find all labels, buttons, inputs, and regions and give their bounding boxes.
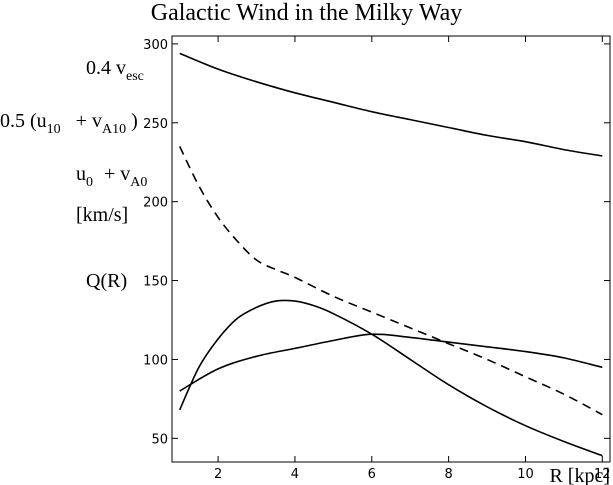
ylabel-unit: [km/s] <box>76 204 129 226</box>
ylabel-vesc: 0.4 vesc <box>86 57 144 84</box>
series-line-4 <box>179 333 603 392</box>
y-tick-label: 50 <box>151 432 168 447</box>
plot-frame <box>171 35 611 463</box>
series-line-2 <box>178 146 603 416</box>
ylabel-q: Q(R) <box>86 270 128 292</box>
x-tick-label: 6 <box>368 467 376 482</box>
y-tick-label: 200 <box>143 196 168 211</box>
y-tick-label: 300 <box>143 38 168 53</box>
y-tick-label: 250 <box>143 117 168 132</box>
series-group <box>178 52 603 457</box>
y-axis: 50 100 150 200 250 300 <box>143 38 610 447</box>
x-axis-label: R [kpc] <box>549 465 610 485</box>
chart-title: Galactic Wind in the Milky Way <box>150 0 463 26</box>
y-tick-label: 100 <box>143 353 168 368</box>
y-tick-label: 150 <box>143 275 168 290</box>
x-tick-label: 10 <box>517 467 534 482</box>
x-tick-label: 2 <box>214 467 222 482</box>
series-line-1 <box>179 52 603 157</box>
x-tick-label: 12 <box>594 467 611 482</box>
x-tick-label: 4 <box>291 467 299 482</box>
x-tick-label: 8 <box>444 467 452 482</box>
x-axis: 2 4 6 8 10 12 <box>214 36 611 482</box>
ylabel-u10: 0.5 (u10 + vA10 ) <box>0 110 138 137</box>
series-line-3 <box>178 299 603 457</box>
ylabel-u0: u0 + vA0 <box>76 163 148 190</box>
